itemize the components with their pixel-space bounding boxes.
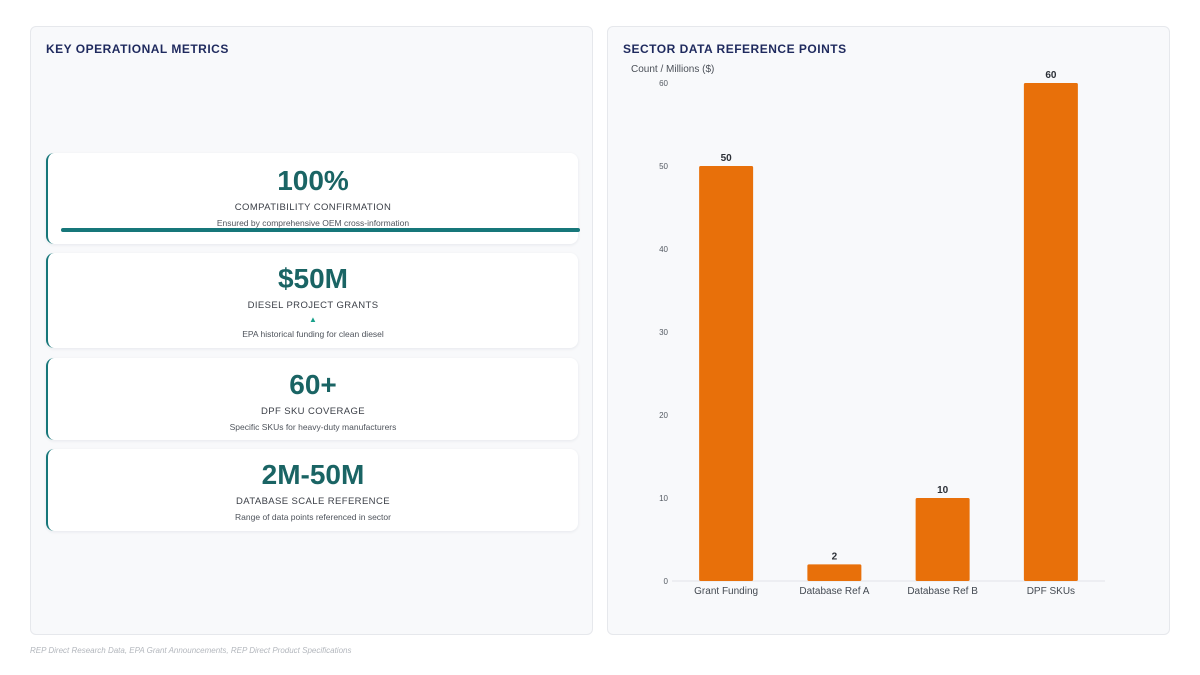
metric-description: Range of data points referenced in secto…	[235, 512, 391, 522]
x-tick-label: Database Ref A	[799, 586, 869, 597]
data-label: 60	[1045, 70, 1057, 81]
metric-description: Specific SKUs for heavy-duty manufacture…	[229, 422, 397, 432]
metric-card-database-scale: 2M-50M DATABASE SCALE REFERENCE Range of…	[46, 449, 578, 531]
bar	[699, 166, 754, 581]
x-tick-label: Database Ref B	[907, 586, 978, 597]
y-axis-title: Count / Millions ($)	[631, 64, 714, 75]
metric-card-compatibility: 100% COMPATIBILITY CONFIRMATION Ensured …	[46, 153, 580, 244]
y-tick-label: 60	[659, 79, 668, 88]
metric-description: EPA historical funding for clean diesel	[242, 329, 384, 339]
metric-label: COMPATIBILITY CONFIRMATION	[234, 202, 392, 213]
x-tick-label: DPF SKUs	[1027, 586, 1075, 597]
y-tick-label: 20	[659, 411, 668, 420]
y-tick-label: 0	[664, 577, 669, 586]
sector-data-panel: SECTOR DATA REFERENCE POINTS Count / Mil…	[607, 26, 1170, 635]
panel-title: SECTOR DATA REFERENCE POINTS	[623, 42, 847, 56]
progress-bar	[61, 228, 580, 232]
data-label: 2	[832, 551, 838, 562]
metric-card-sku-coverage: 60+ DPF SKU COVERAGE Specific SKUs for h…	[46, 358, 578, 440]
x-tick-label: Grant Funding	[694, 586, 758, 597]
metric-value: 2M-50M	[261, 459, 365, 490]
y-tick-label: 50	[659, 162, 668, 171]
bar-chart: Count / Millions ($) 0 10 20 30 40 50 60 50 Grant…	[631, 64, 1105, 597]
metric-label: DIESEL PROJECT GRANTS	[247, 300, 379, 311]
y-tick-label: 30	[659, 328, 668, 337]
metric-label: DATABASE SCALE REFERENCE	[236, 496, 390, 507]
panel-title: KEY OPERATIONAL METRICS	[46, 42, 229, 56]
key-metrics-panel: KEY OPERATIONAL METRICS 100% COMPATIBILI…	[30, 26, 593, 635]
metric-value: $50M	[277, 263, 349, 294]
metric-card-grants: $50M DIESEL PROJECT GRANTS ▲ EPA histori…	[46, 253, 578, 348]
data-label: 10	[937, 485, 949, 496]
y-tick-label: 40	[659, 245, 668, 254]
metric-value: 60+	[289, 369, 337, 400]
y-tick-label: 10	[659, 494, 668, 503]
metric-description: Ensured by comprehensive OEM cross-infor…	[216, 218, 410, 228]
bar	[915, 498, 970, 581]
data-label: 50	[721, 153, 733, 164]
source-note: REP Direct Research Data, EPA Grant Anno…	[30, 646, 352, 655]
bar	[807, 564, 862, 581]
metric-value: 100%	[277, 165, 349, 196]
bar	[1023, 83, 1078, 581]
up-arrow-icon: ▲	[309, 315, 317, 324]
metric-label: DPF SKU COVERAGE	[260, 406, 366, 417]
